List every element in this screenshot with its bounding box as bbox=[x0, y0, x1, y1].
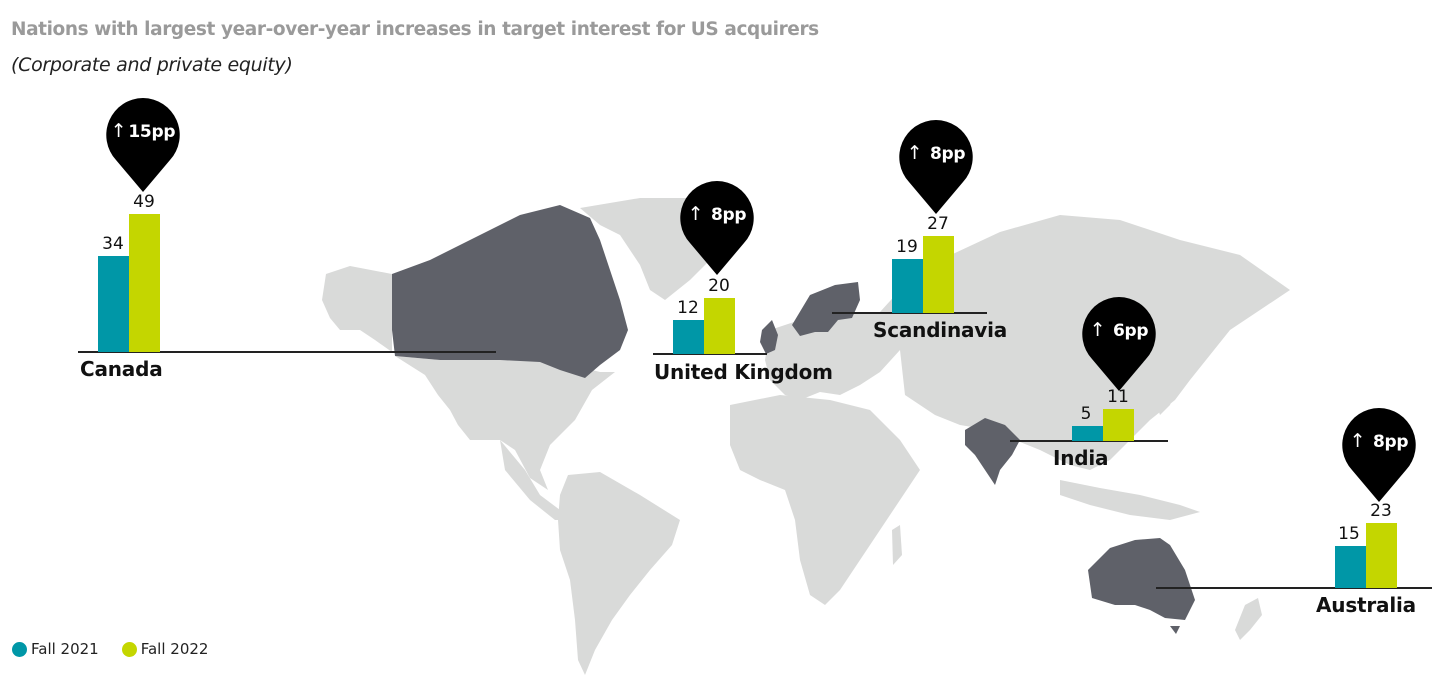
legend-item-fall-2021: Fall 2021 bbox=[12, 640, 99, 658]
india-bar-fall-2022 bbox=[1103, 409, 1134, 441]
up-arrow-icon: ↑ bbox=[110, 120, 127, 142]
australia-bar-fall-2022 bbox=[1366, 523, 1397, 588]
australia-label: Australia bbox=[1316, 593, 1416, 617]
teal-dot-icon bbox=[12, 641, 27, 657]
australia-value-2022: 23 bbox=[1370, 501, 1392, 521]
scandinavia-bar-fall-2022 bbox=[923, 236, 954, 313]
australia-bar-fall-2021 bbox=[1335, 546, 1366, 588]
up-arrow-icon: ↑ bbox=[906, 142, 923, 164]
uk-bar-fall-2022 bbox=[704, 298, 735, 354]
australia-change-pin: ↑ 8pp bbox=[1342, 408, 1416, 502]
australia-baseline bbox=[1156, 587, 1432, 589]
india-value-2021: 5 bbox=[1080, 404, 1092, 424]
australia-value-2021: 15 bbox=[1338, 524, 1360, 544]
canada-bar-fall-2022 bbox=[129, 214, 160, 352]
india-value-2022: 11 bbox=[1107, 387, 1129, 407]
india-change-pin: ↑ 6pp bbox=[1082, 297, 1156, 391]
up-arrow-icon: ↑ bbox=[1349, 430, 1366, 452]
uk-value-2022: 20 bbox=[708, 276, 730, 296]
uk-value-2021: 12 bbox=[677, 298, 699, 318]
uk-change-pin: ↑ 8pp bbox=[680, 181, 754, 275]
lime-dot-icon bbox=[121, 641, 137, 657]
legend-item-fall-2022: Fall 2022 bbox=[121, 640, 208, 658]
canada-change-pin: ↑ 15pp bbox=[106, 98, 180, 192]
canada-bar-fall-2021 bbox=[98, 256, 129, 352]
scandinavia-bar-fall-2021 bbox=[892, 259, 923, 313]
uk-bar-fall-2021 bbox=[673, 320, 704, 354]
india-label: India bbox=[1053, 446, 1109, 470]
legend: Fall 2021 Fall 2022 bbox=[12, 640, 231, 658]
chart-title: Nations with largest year-over-year incr… bbox=[11, 19, 819, 40]
scandinavia-value-2021: 19 bbox=[896, 237, 918, 257]
scandinavia-change-pin: ↑ 8pp bbox=[899, 120, 973, 214]
up-arrow-icon: ↑ bbox=[1089, 319, 1106, 341]
canada-value-2022: 49 bbox=[133, 192, 155, 212]
india-bar-fall-2021 bbox=[1072, 426, 1103, 441]
up-arrow-icon: ↑ bbox=[687, 203, 704, 225]
canada-baseline bbox=[78, 351, 496, 353]
scandinavia-label: Scandinavia bbox=[873, 318, 1008, 342]
canada-value-2021: 34 bbox=[102, 234, 124, 254]
scandinavia-value-2022: 27 bbox=[927, 214, 949, 234]
uk-label: United Kingdom bbox=[654, 360, 833, 384]
canada-label: Canada bbox=[80, 357, 163, 381]
chart-subtitle: (Corporate and private equity) bbox=[11, 54, 293, 76]
